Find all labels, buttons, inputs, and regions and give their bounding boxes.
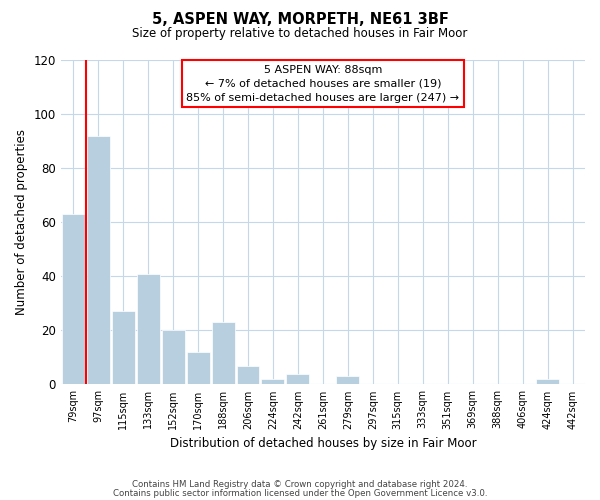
Bar <box>337 376 359 384</box>
Bar <box>87 136 110 384</box>
Bar <box>286 374 310 384</box>
Bar <box>187 352 209 384</box>
Bar <box>137 274 160 384</box>
Bar <box>212 322 235 384</box>
Bar <box>112 312 134 384</box>
Text: 5, ASPEN WAY, MORPETH, NE61 3BF: 5, ASPEN WAY, MORPETH, NE61 3BF <box>152 12 448 28</box>
Bar <box>536 379 559 384</box>
Text: Size of property relative to detached houses in Fair Moor: Size of property relative to detached ho… <box>133 28 467 40</box>
Bar <box>161 330 185 384</box>
Bar <box>262 379 284 384</box>
Bar <box>62 214 85 384</box>
Bar <box>236 366 259 384</box>
X-axis label: Distribution of detached houses by size in Fair Moor: Distribution of detached houses by size … <box>170 437 476 450</box>
Text: Contains HM Land Registry data © Crown copyright and database right 2024.: Contains HM Land Registry data © Crown c… <box>132 480 468 489</box>
Y-axis label: Number of detached properties: Number of detached properties <box>15 129 28 315</box>
Text: 5 ASPEN WAY: 88sqm
← 7% of detached houses are smaller (19)
85% of semi-detached: 5 ASPEN WAY: 88sqm ← 7% of detached hous… <box>187 65 460 103</box>
Text: Contains public sector information licensed under the Open Government Licence v3: Contains public sector information licen… <box>113 488 487 498</box>
